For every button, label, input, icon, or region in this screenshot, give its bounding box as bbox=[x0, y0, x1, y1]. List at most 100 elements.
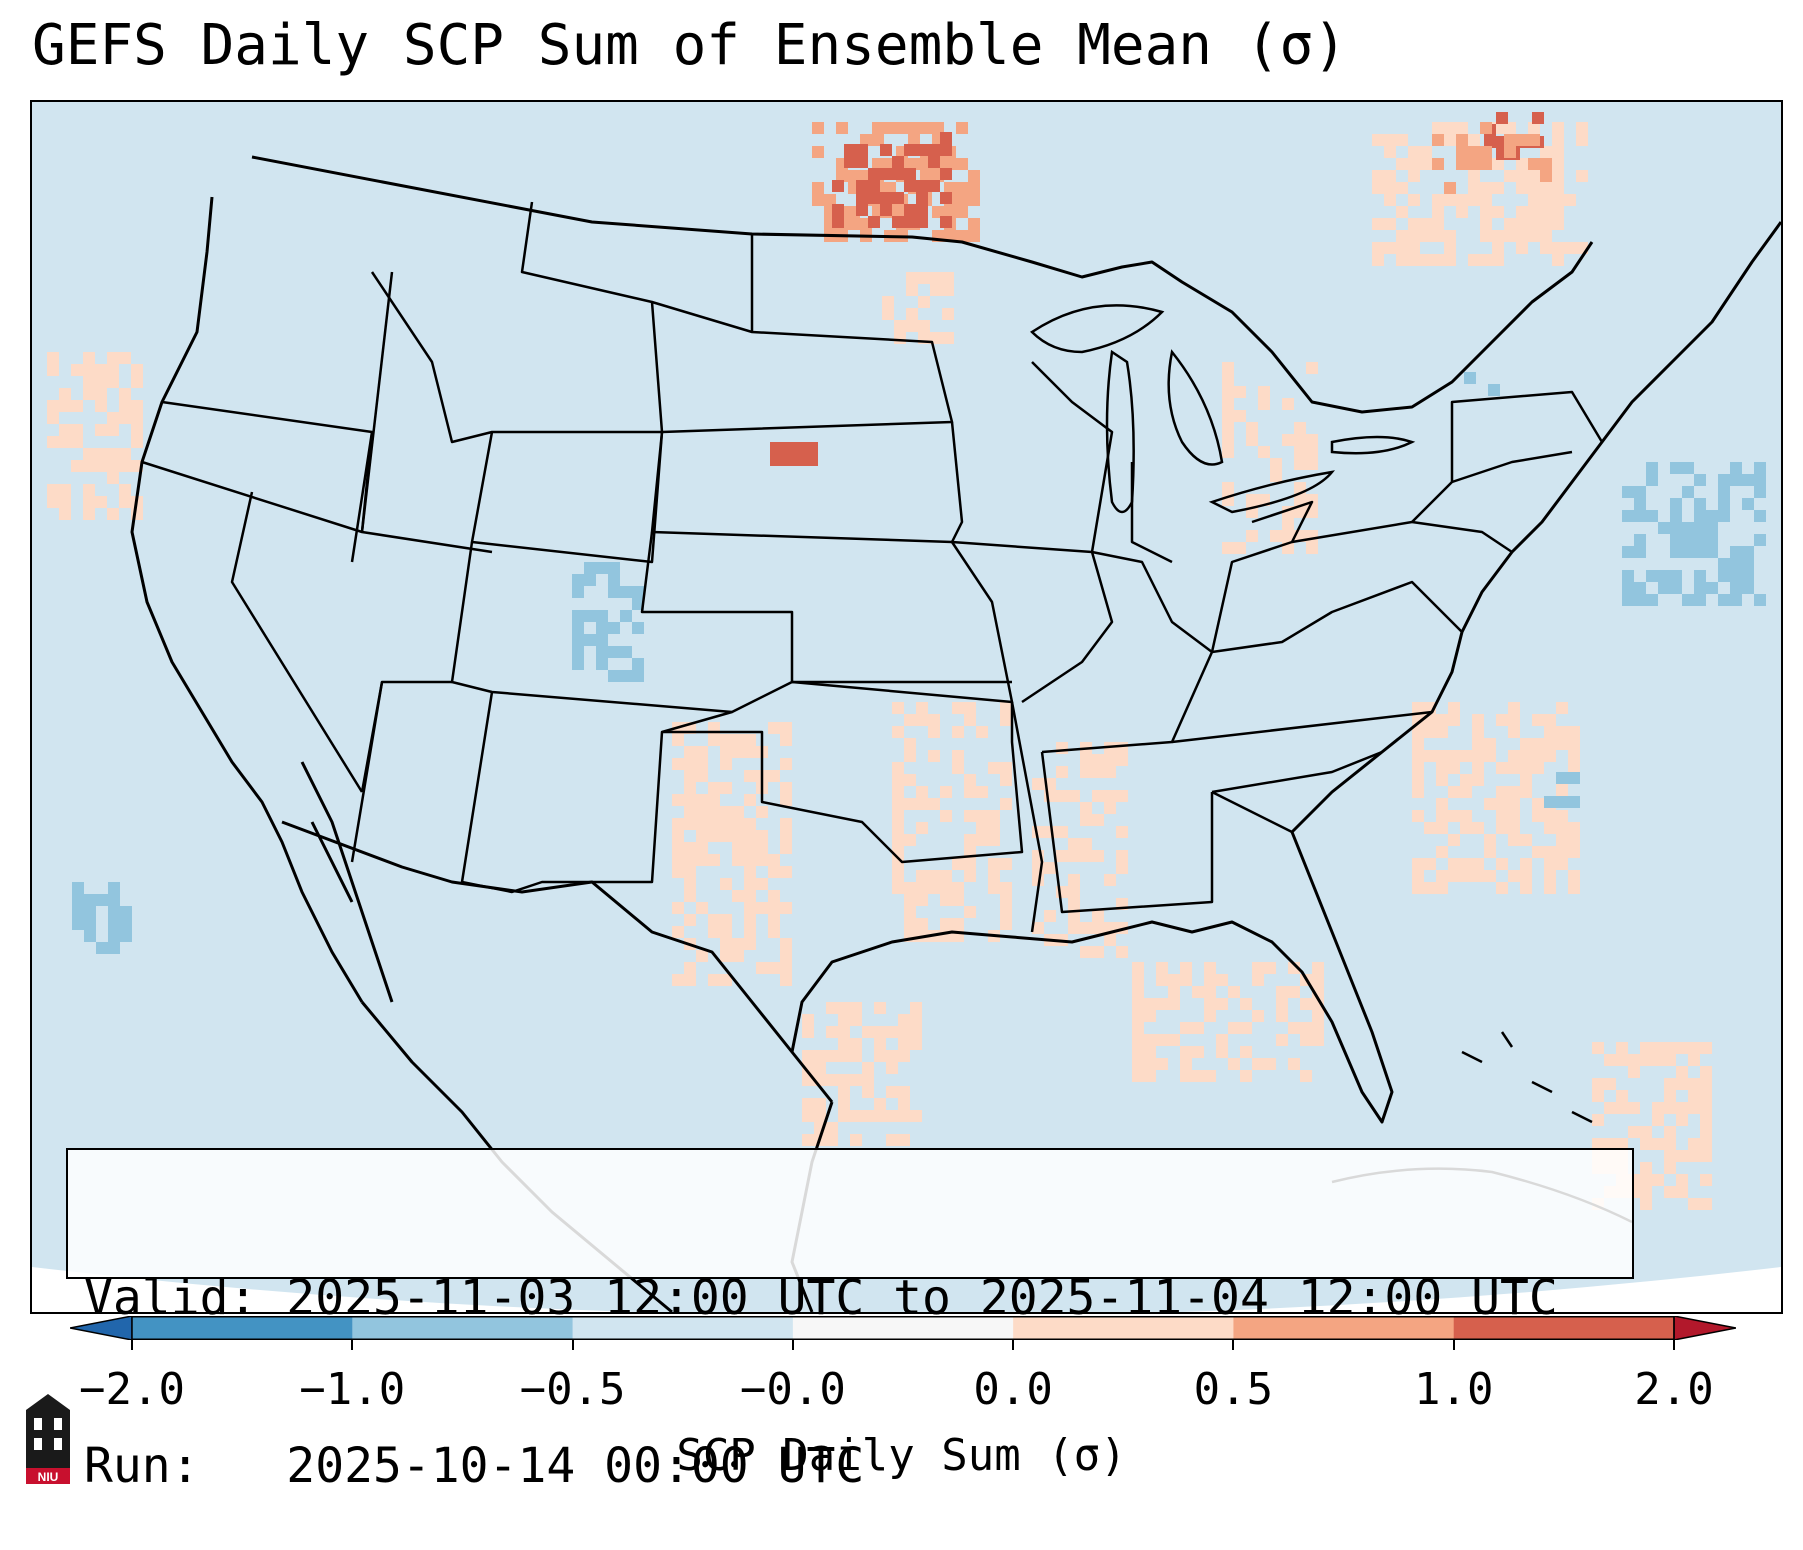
anomaly-cell-positive bbox=[107, 472, 119, 484]
anomaly-cell-positive bbox=[988, 870, 1000, 882]
anomaly-cell-positive bbox=[918, 272, 930, 284]
anomaly-cell-positive bbox=[720, 746, 732, 758]
anomaly-cell-positive bbox=[952, 726, 964, 738]
colorbar-tick-label: 1.0 bbox=[1413, 1364, 1494, 1415]
anomaly-cell-positive bbox=[1264, 962, 1276, 974]
anomaly-cell-positive bbox=[904, 882, 916, 894]
anomaly-cell-positive bbox=[1104, 802, 1116, 814]
anomaly-cell-negative bbox=[1742, 582, 1754, 594]
anomaly-cell-positive bbox=[672, 974, 684, 986]
anomaly-cell-positive-strong bbox=[940, 192, 952, 204]
anomaly-cell-positive bbox=[1116, 862, 1128, 874]
anomaly-cell-positive bbox=[696, 770, 708, 782]
anomaly-cell-positive bbox=[928, 726, 940, 738]
anomaly-cell-positive bbox=[976, 726, 988, 738]
anomaly-cell-positive bbox=[59, 484, 71, 496]
anomaly-cell-positive bbox=[940, 786, 952, 798]
anomaly-cell-positive-moderate bbox=[1468, 146, 1480, 158]
anomaly-cell-negative bbox=[1742, 546, 1754, 558]
anomaly-cell-positive bbox=[1516, 170, 1528, 182]
anomaly-cell-positive bbox=[71, 424, 83, 436]
anomaly-cell-positive bbox=[1568, 822, 1580, 834]
anomaly-cell-negative bbox=[1634, 510, 1646, 522]
anomaly-cell-positive bbox=[1552, 158, 1564, 170]
anomaly-cell-negative bbox=[1718, 558, 1730, 570]
anomaly-cell-positive bbox=[1216, 1046, 1228, 1058]
anomaly-cell-positive bbox=[720, 782, 732, 794]
anomaly-cell-negative bbox=[572, 622, 584, 634]
anomaly-cell-positive bbox=[1528, 218, 1540, 230]
anomaly-cell-positive bbox=[1436, 882, 1448, 894]
anomaly-cell-positive bbox=[71, 364, 83, 376]
anomaly-cell-positive bbox=[1436, 750, 1448, 762]
anomaly-cell-positive bbox=[59, 424, 71, 436]
pacific-coastline bbox=[130, 196, 364, 1003]
anomaly-cell-positive bbox=[916, 714, 928, 726]
anomaly-cell-positive bbox=[1700, 1066, 1712, 1078]
anomaly-cell-positive bbox=[1664, 1042, 1676, 1054]
anomaly-cell-positive-strong bbox=[782, 454, 794, 466]
anomaly-cell-positive bbox=[1372, 170, 1384, 182]
anomaly-cell-negative bbox=[1742, 558, 1754, 570]
anomaly-cell-positive bbox=[1396, 230, 1408, 242]
us-mexico-border bbox=[281, 820, 834, 1103]
anomaly-cell-positive bbox=[756, 902, 768, 914]
anomaly-cell-negative bbox=[72, 882, 84, 894]
anomaly-cell-positive-strong bbox=[1484, 136, 1496, 148]
anomaly-cell-positive bbox=[904, 798, 916, 810]
colorbar-tick-mark bbox=[1452, 1340, 1455, 1350]
colorbar-segments bbox=[70, 1316, 1736, 1340]
anomaly-cell-positive-moderate bbox=[812, 122, 824, 134]
anomaly-cell-positive bbox=[1664, 1054, 1676, 1066]
anomaly-cell-positive bbox=[940, 882, 952, 894]
anomaly-cell-positive bbox=[768, 914, 780, 926]
anomaly-cell-positive bbox=[83, 448, 95, 460]
anomaly-cell-positive bbox=[1384, 182, 1396, 194]
anomaly-cell-positive bbox=[1652, 1054, 1664, 1066]
anomaly-cell-positive bbox=[1252, 962, 1264, 974]
anomaly-cell-positive bbox=[850, 1002, 862, 1014]
anomaly-cell-positive bbox=[1144, 998, 1156, 1010]
anomaly-cell-positive bbox=[1460, 822, 1472, 834]
anomaly-cell-positive bbox=[720, 758, 732, 770]
anomaly-cell-positive bbox=[684, 782, 696, 794]
anomaly-cell-positive bbox=[1552, 134, 1564, 146]
anomaly-cell-positive bbox=[107, 412, 119, 424]
anomaly-cell-positive bbox=[1652, 1114, 1664, 1126]
anomaly-cell-positive bbox=[1448, 834, 1460, 846]
anomaly-cell-positive-moderate bbox=[1432, 158, 1444, 170]
anomaly-cell-positive bbox=[1640, 1186, 1652, 1198]
anomaly-cell-positive bbox=[826, 1122, 838, 1134]
anomaly-cell-positive bbox=[1576, 170, 1588, 182]
anomaly-cell-positive bbox=[1420, 158, 1432, 170]
anomaly-cell-positive bbox=[1288, 986, 1300, 998]
anomaly-cell-positive bbox=[1564, 242, 1576, 254]
anomaly-cell-positive bbox=[780, 782, 792, 794]
anomaly-cell-positive bbox=[904, 774, 916, 786]
anomaly-cell-positive-moderate bbox=[956, 122, 968, 134]
anomaly-cell-positive bbox=[940, 918, 952, 930]
anomaly-cell-positive bbox=[1420, 254, 1432, 266]
anomaly-cell-positive bbox=[1384, 194, 1396, 206]
anomaly-cell-positive-strong bbox=[856, 192, 868, 204]
anomaly-cell-positive bbox=[1412, 762, 1424, 774]
anomaly-cell-positive bbox=[1516, 230, 1528, 242]
anomaly-cell-positive bbox=[1472, 750, 1484, 762]
anomaly-cell-positive bbox=[1116, 742, 1128, 754]
anomaly-cell-positive bbox=[1592, 1078, 1604, 1090]
anomaly-cell-positive bbox=[1044, 862, 1056, 874]
anomaly-cell-positive bbox=[1652, 1102, 1664, 1114]
anomaly-cell-positive bbox=[1532, 750, 1544, 762]
anomaly-cell-negative bbox=[1634, 486, 1646, 498]
anomaly-cell-positive bbox=[1700, 1102, 1712, 1114]
anomaly-cell-positive bbox=[95, 448, 107, 460]
anomaly-cell-positive bbox=[892, 846, 904, 858]
anomaly-cell-positive bbox=[1384, 146, 1396, 158]
anomaly-cell-positive bbox=[1544, 846, 1556, 858]
anomaly-cell-positive bbox=[892, 726, 904, 738]
anomaly-cell-negative bbox=[1670, 462, 1682, 474]
anomaly-cell-positive bbox=[1448, 762, 1460, 774]
anomaly-cell-positive bbox=[916, 786, 928, 798]
anomaly-cell-positive bbox=[904, 738, 916, 750]
anomaly-cell-positive bbox=[886, 1110, 898, 1122]
